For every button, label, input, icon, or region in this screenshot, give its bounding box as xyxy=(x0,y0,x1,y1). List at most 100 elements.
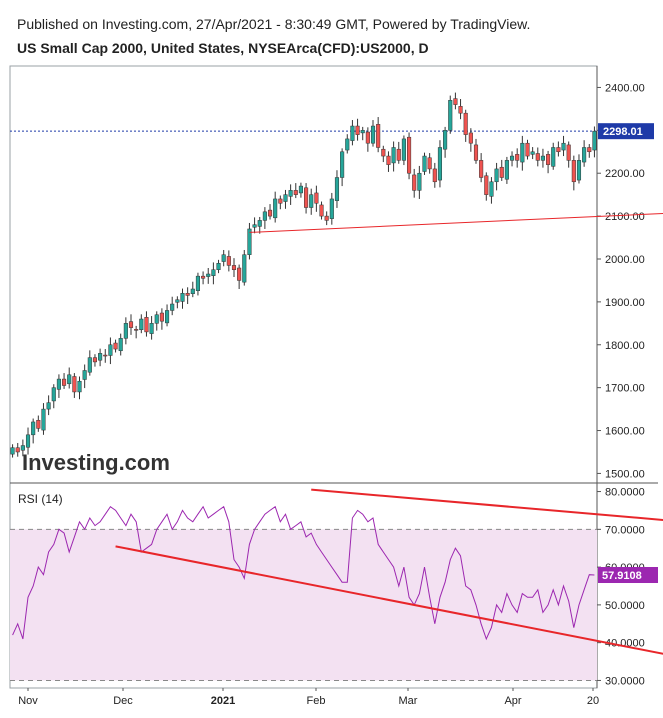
candle-up xyxy=(298,185,303,194)
candle-down xyxy=(386,155,391,165)
candle-down xyxy=(324,215,329,221)
candle-down xyxy=(237,267,242,281)
candle-up xyxy=(494,168,499,183)
candle-up xyxy=(345,138,350,151)
candle-up xyxy=(67,374,72,385)
x-axis-tick-label: Feb xyxy=(307,695,326,707)
candle-up xyxy=(149,323,154,334)
candle-up xyxy=(262,211,267,221)
candle-up xyxy=(576,160,582,181)
candle-up xyxy=(273,198,278,219)
price-axis-tick-label: 1500.00 xyxy=(605,468,645,480)
candle-up xyxy=(592,130,597,151)
candle-down xyxy=(103,354,108,357)
candle-down xyxy=(453,98,458,105)
price-axis-tick-label: 2200.00 xyxy=(605,168,645,180)
candle-up xyxy=(443,130,448,150)
candle-up xyxy=(489,181,494,197)
candle-up xyxy=(288,190,293,197)
candle-down xyxy=(484,175,489,195)
candle-up xyxy=(25,434,31,448)
candle-down xyxy=(479,160,484,178)
candle-down xyxy=(396,148,401,161)
candle-down xyxy=(463,112,468,135)
price-axis-tick-label: 2400.00 xyxy=(605,82,645,94)
candle-up xyxy=(56,378,61,390)
candle-down xyxy=(458,106,463,114)
x-axis-tick-label: Mar xyxy=(399,695,418,707)
candle-up xyxy=(216,263,221,270)
candle-up xyxy=(252,224,257,228)
candle-up xyxy=(448,100,453,131)
candle-up xyxy=(370,125,376,144)
candle-up xyxy=(195,275,200,291)
candle-up xyxy=(520,142,525,163)
candle-down xyxy=(556,147,561,153)
candle-up xyxy=(309,194,314,208)
candle-down xyxy=(36,419,41,429)
candle-up xyxy=(123,323,128,339)
candle-up xyxy=(247,228,252,255)
candle-down xyxy=(231,265,237,270)
candle-up xyxy=(582,147,587,163)
candle-up xyxy=(391,147,396,164)
price-axis-tick-label: 2100.00 xyxy=(605,211,645,223)
candle-up xyxy=(504,160,509,180)
candle-up xyxy=(340,151,345,178)
candle-up xyxy=(561,142,566,151)
candle-down xyxy=(185,293,190,296)
candle-up xyxy=(257,220,262,227)
candle-down xyxy=(515,154,520,161)
candle-down xyxy=(134,329,139,331)
candle-up xyxy=(31,421,36,436)
candle-down xyxy=(267,209,273,217)
candle-down xyxy=(427,157,432,170)
candle-down xyxy=(293,190,298,195)
rsi-line xyxy=(12,505,595,641)
candle-up xyxy=(108,344,113,356)
candle-down xyxy=(473,144,479,161)
candle-up xyxy=(540,155,545,161)
x-axis-tick-label: Apr xyxy=(504,695,521,707)
candle-down xyxy=(525,142,530,157)
rsi-axis-tick-label: 40.0000 xyxy=(605,638,645,650)
candle-down xyxy=(376,124,381,148)
published-note: Published on Investing.com, 27/Apr/2021 … xyxy=(17,16,531,32)
candle-down xyxy=(72,376,77,393)
candle-down xyxy=(407,136,412,174)
candle-up xyxy=(437,147,443,181)
candle-up xyxy=(329,198,334,219)
candle-up xyxy=(180,293,185,302)
rsi-value-label: 57.9108 xyxy=(602,570,642,582)
candle-up xyxy=(87,357,92,373)
candle-up xyxy=(139,318,144,331)
support-trendline xyxy=(249,212,663,233)
rsi-lower-arrow xyxy=(115,545,663,655)
candle-down xyxy=(159,312,164,322)
candle-up xyxy=(334,177,340,201)
candle-up xyxy=(77,380,82,393)
candle-up xyxy=(283,194,288,202)
candle-down xyxy=(412,174,417,191)
rsi-axis-tick-label: 70.0000 xyxy=(605,524,645,536)
candle-up xyxy=(51,387,56,402)
candle-down xyxy=(113,342,118,350)
candle-up xyxy=(175,299,180,303)
candle-up xyxy=(422,155,427,172)
candle-down xyxy=(546,154,551,165)
candle-up xyxy=(82,370,87,380)
candle-up xyxy=(190,288,195,294)
candle-down xyxy=(432,168,437,183)
candle-down xyxy=(304,187,309,208)
candle-down xyxy=(535,153,540,161)
candle-up xyxy=(118,338,123,352)
candle-down xyxy=(128,321,134,328)
candle-down xyxy=(381,148,386,157)
candle-down xyxy=(92,357,98,363)
x-axis-tick-label: Dec xyxy=(113,695,133,707)
candle-down xyxy=(62,378,67,386)
candle-up xyxy=(20,445,25,451)
candle-up xyxy=(164,310,170,324)
